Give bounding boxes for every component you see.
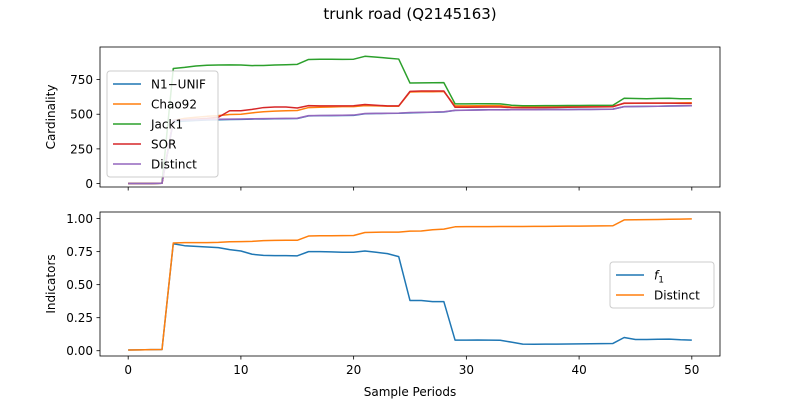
indicators-y-tick-label: 0.00 [66,344,93,358]
cardinality-axes: 0 250 500 750 Cardinality N1−UNIF Chao92 Jack1 S… [44,46,721,191]
indicators-y-tick-label: 0.50 [66,278,93,292]
cardinality-legend-label: N1−UNIF [151,78,206,92]
indicators-y-tick-label: 0.25 [66,311,93,325]
indicators-x-axis-label: Sample Periods [364,385,456,399]
indicators-y-axis-label: Indicators [44,254,58,313]
indicators-x-tick-label: 20 [346,363,361,377]
indicators-x-tick-label: 40 [571,363,586,377]
cardinality-y-tick-label: 0 [85,177,93,191]
cardinality-series-line-4 [128,90,692,185]
cardinality-y-tick-label: 250 [70,142,93,156]
figure-title: trunk road (Q2145163) [323,5,496,23]
indicators-series-line-1 [128,242,692,351]
indicators-plot-frame [99,211,721,357]
cardinality-legend-label: Jack1 [150,118,183,132]
indicators-x-tick-label: 30 [459,363,474,377]
cardinality-y-axis-label: Cardinality [44,85,58,150]
cardinality-series-line-5 [128,105,692,185]
indicators-x-tick-label: 10 [233,363,248,377]
indicators-series-line-2 [128,218,692,351]
indicators-legend-box [609,261,715,309]
cardinality-legend-box [106,70,219,178]
indicators-x-tick-label: 50 [684,363,699,377]
indicators-legend-label: f1 [654,269,664,286]
indicators-axes: 0 10 20 30 40 50 0.00 0.25 0.50 0.75 1.00 Indicator… [44,211,721,399]
cardinality-y-tick-label: 750 [70,73,93,87]
indicators-y-tick-label: 1.00 [66,212,93,226]
cardinality-plot-frame [99,46,721,188]
cardinality-legend-label: Chao92 [151,98,197,112]
cardinality-legend-label: Distinct [151,158,197,172]
indicators-y-tick-label: 0.75 [66,245,93,259]
cardinality-legend-label: SOR [151,138,176,152]
cardinality-y-tick-label: 500 [70,108,93,122]
indicators-legend-label: Distinct [654,289,700,303]
cardinality-series-line-3 [128,55,692,185]
indicators-x-tick-label: 0 [124,363,132,377]
